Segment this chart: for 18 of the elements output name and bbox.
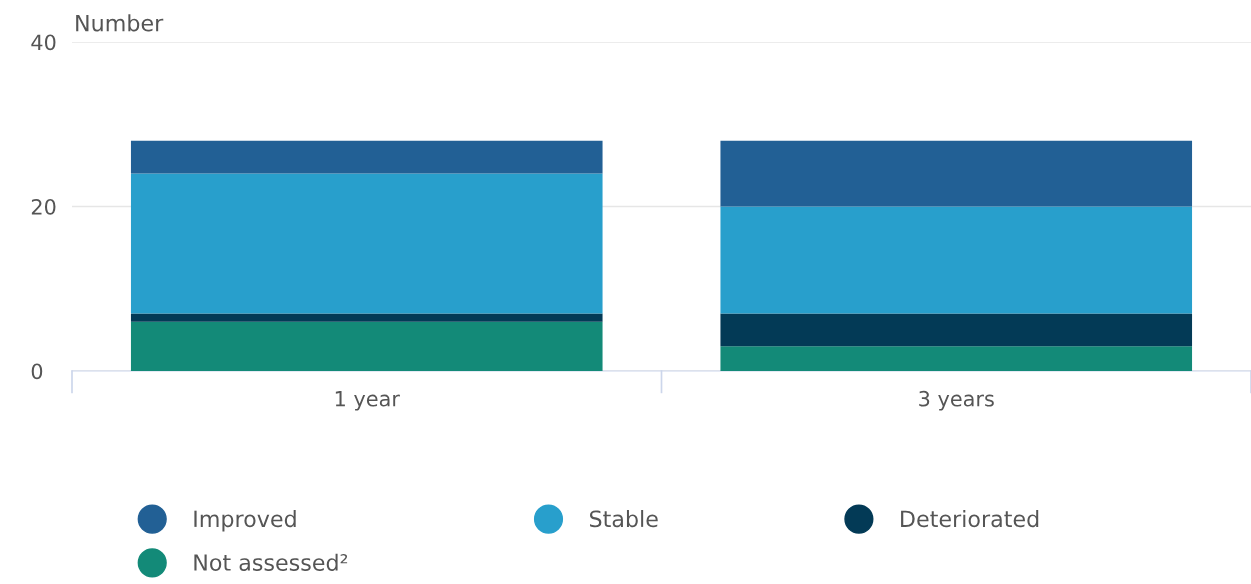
bar — [720, 346, 1193, 371]
bar — [130, 321, 603, 371]
bar — [720, 140, 1193, 207]
y-tick-label: 20 — [31, 198, 56, 215]
x-tick-label: 1 year — [335, 391, 400, 411]
legend-label: Improved — [194, 510, 296, 532]
legend-label: Stable — [589, 510, 658, 528]
legend-label: Deteriorated — [901, 510, 1039, 528]
y-tick-label: 40 — [31, 34, 56, 51]
x-tick-label: 3 years — [919, 390, 994, 411]
bar — [720, 313, 1193, 347]
y-tick-label: 0 — [31, 363, 43, 380]
bar — [130, 140, 603, 174]
y-axis-title: Number — [76, 14, 164, 32]
bar — [130, 173, 603, 314]
legend-label: Not assessed² — [194, 553, 348, 571]
bar — [720, 206, 1193, 314]
bar — [130, 313, 603, 322]
